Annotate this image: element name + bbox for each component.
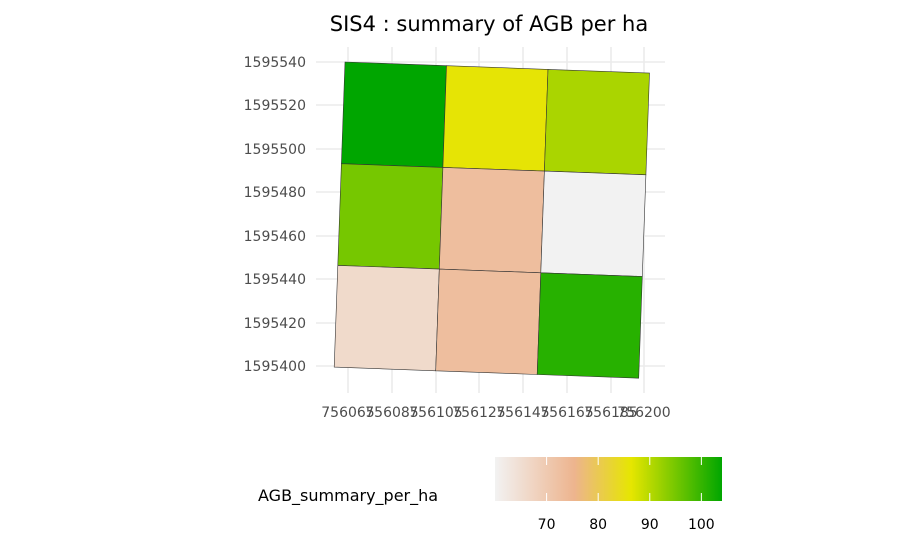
x-axis-ticks: 7560657560857561057561257561457561657561… xyxy=(321,405,670,421)
x-tick-label: 756125 xyxy=(452,405,505,421)
heatmap-cell xyxy=(337,163,444,270)
y-tick-label: 1595540 xyxy=(244,55,306,71)
heatmap-cell xyxy=(536,272,643,379)
heatmap-cell xyxy=(544,69,650,176)
heatmap-cell xyxy=(435,268,542,375)
y-tick-label: 1595440 xyxy=(244,272,306,288)
y-tick-label: 1595420 xyxy=(244,316,306,332)
heatmap-cells xyxy=(333,61,650,379)
x-tick-label: 756085 xyxy=(365,405,418,421)
color-legend: AGB_summary_per_ha 70 80 90 100 xyxy=(258,457,722,533)
x-tick-label: 756165 xyxy=(540,405,593,421)
x-tick-label: 756105 xyxy=(409,405,462,421)
legend-ticks: 70 80 90 100 xyxy=(538,457,715,533)
heatmap-cell xyxy=(540,170,647,277)
y-tick-label: 1595520 xyxy=(244,98,306,114)
heatmap-cell xyxy=(341,61,447,168)
y-tick-label: 1595480 xyxy=(244,185,306,201)
x-tick-label: 756145 xyxy=(496,405,549,421)
chart-title: SIS4 : summary of AGB per ha xyxy=(330,12,648,36)
legend-tick-label: 80 xyxy=(589,517,607,533)
heatmap-cell xyxy=(438,167,545,274)
x-tick-label: 756200 xyxy=(617,405,670,421)
x-tick-label: 756065 xyxy=(321,405,374,421)
y-tick-label: 1595500 xyxy=(244,142,306,158)
legend-colorbar xyxy=(495,457,722,501)
y-tick-label: 1595460 xyxy=(244,229,306,245)
y-axis-ticks: 1595540 1595520 1595500 1595480 1595460 15954… xyxy=(244,55,306,375)
legend-tick-label: 70 xyxy=(538,517,556,533)
x-tick-label: 756185 xyxy=(584,405,637,421)
y-tick-label: 1595400 xyxy=(244,359,306,375)
legend-title: AGB_summary_per_ha xyxy=(258,486,438,506)
heatmap-cell xyxy=(333,265,440,372)
legend-tick-label: 100 xyxy=(688,517,715,533)
legend-tick-label: 90 xyxy=(641,517,659,533)
heatmap-cell xyxy=(442,65,549,172)
